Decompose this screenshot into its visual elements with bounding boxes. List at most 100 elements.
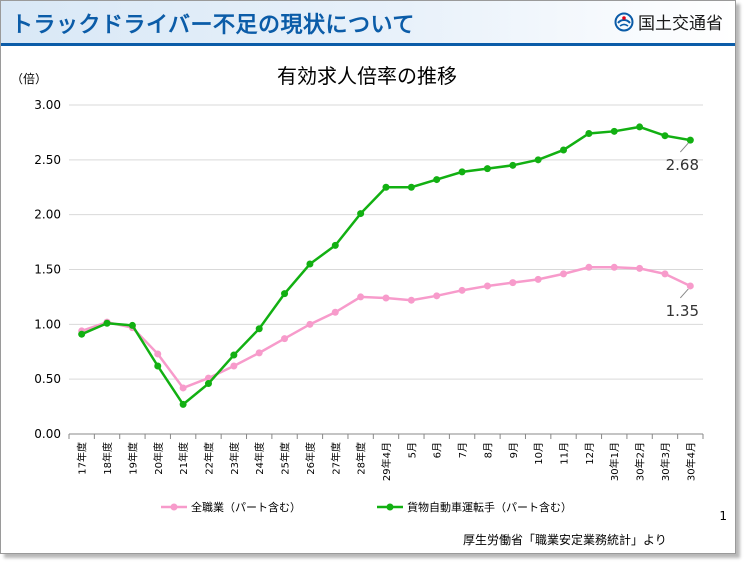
data-point	[255, 325, 263, 333]
x-tick-label: 23年度	[228, 442, 241, 475]
data-point	[483, 282, 491, 290]
slide-title: トラックドライバー不足の現状について	[11, 13, 415, 38]
y-tick-label: 0.00	[34, 427, 61, 441]
x-tick-label: 9月	[508, 442, 520, 458]
data-point	[382, 183, 390, 191]
source-note: 厚生労働省「職業安定業務統計」より	[463, 533, 667, 547]
data-point	[407, 296, 415, 304]
annotation-label: 2.68	[666, 156, 699, 174]
legend: 全職業（パート含む） 貨物自動車運転手（パート含む）	[161, 500, 572, 514]
x-tick-label: 17年度	[76, 442, 89, 475]
line-chart: 有効求人倍率の推移 （倍） 0.00 0.50 1.00 1.50 2.00 2.50 3.…	[11, 64, 704, 514]
data-point	[686, 136, 694, 144]
series-line-2	[81, 125, 691, 407]
data-point	[306, 320, 314, 328]
y-axis-label: （倍）	[11, 71, 47, 86]
x-tick-label: 26年度	[304, 442, 317, 475]
y-tick-label: 2.50	[34, 153, 61, 167]
data-point	[458, 286, 466, 294]
x-tick-label: 18年度	[101, 442, 114, 475]
legend-swatch-marker	[170, 503, 178, 511]
data-point	[636, 123, 644, 131]
x-tick-label: 8月	[482, 442, 494, 458]
x-tick-label: 27年度	[329, 442, 342, 475]
x-tick-labels: 17年度 18年度 19年度 20年度 21年度 22年度 23年度 24年度 25年度 26年度…	[68, 434, 704, 481]
x-tick-label: 5月	[406, 442, 418, 458]
data-point	[509, 279, 517, 287]
data-point	[281, 335, 289, 343]
annotation-leader	[679, 142, 689, 153]
data-point	[382, 294, 390, 302]
x-tick-label: 10月	[533, 442, 545, 465]
x-tick-label: 30年4月	[684, 442, 697, 481]
legend-label: 全職業（パート含む）	[191, 500, 301, 514]
data-point	[179, 384, 187, 392]
chart-title: 有効求人倍率の推移	[277, 64, 457, 88]
x-tick-label: 6月	[432, 442, 444, 458]
y-tick-label: 1.50	[34, 263, 61, 277]
data-point	[179, 400, 187, 408]
data-point	[636, 264, 644, 272]
data-point	[306, 260, 314, 268]
annotation-leader	[679, 288, 689, 299]
x-tick-label: 30年1月	[608, 442, 621, 481]
data-point	[458, 168, 466, 176]
y-tick-label: 1.00	[34, 317, 61, 331]
x-tick-label: 21年度	[177, 442, 190, 475]
y-tick-labels: 0.00 0.50 1.00 1.50 2.00 2.50 3.00	[34, 98, 61, 441]
end-value-annotations: 2.68 1.35	[666, 142, 699, 320]
data-point	[585, 130, 593, 138]
x-tick-label: 30年2月	[634, 442, 647, 481]
data-point	[407, 183, 415, 191]
data-point	[230, 351, 238, 359]
data-point	[204, 380, 212, 388]
data-point	[331, 241, 339, 249]
data-point	[534, 275, 542, 283]
x-tick-label: 29年4月	[380, 442, 393, 481]
header-underline	[1, 43, 735, 46]
data-point	[433, 292, 441, 300]
slide: トラックドライバー不足の現状について 国土交通省 有効求人倍率の推移 （倍） 0…	[0, 0, 736, 554]
data-point	[357, 293, 365, 301]
x-tick-label: 19年度	[126, 442, 139, 475]
data-point	[230, 362, 238, 370]
data-point	[331, 308, 339, 316]
data-point	[154, 362, 162, 370]
y-tick-label: 2.00	[34, 208, 61, 222]
data-point	[154, 350, 162, 358]
x-tick-label: 25年度	[279, 442, 292, 475]
x-tick-label: 22年度	[202, 442, 215, 475]
data-point	[78, 330, 86, 338]
data-point	[610, 127, 618, 135]
data-point	[509, 161, 517, 169]
header-bar	[1, 1, 735, 45]
data-point	[686, 282, 694, 290]
data-point	[103, 319, 111, 327]
data-point	[661, 132, 669, 140]
data-point	[433, 176, 441, 184]
x-tick-label: 24年度	[253, 442, 266, 475]
x-tick-label: 12月	[584, 442, 596, 465]
legend-swatch-marker	[386, 503, 394, 511]
x-tick-label: 7月	[457, 442, 469, 458]
data-point	[357, 210, 365, 218]
mlit-emblem-icon	[614, 12, 634, 31]
y-tick-label: 0.50	[34, 372, 61, 386]
y-tick-label: 3.00	[34, 98, 61, 112]
x-tick-label: 11月	[559, 442, 571, 465]
data-point	[128, 321, 136, 329]
x-tick-label: 20年度	[152, 442, 165, 475]
org-name: 国土交通省	[638, 14, 723, 34]
page-number: 1	[719, 509, 727, 523]
data-point	[560, 146, 568, 154]
x-tick-label: 30年3月	[659, 442, 672, 481]
legend-label: 貨物自動車運転手（パート含む）	[407, 500, 572, 514]
data-point	[483, 165, 491, 173]
data-point	[661, 270, 669, 278]
x-tick-label: 28年度	[355, 442, 368, 475]
annotation-label: 1.35	[666, 302, 699, 320]
data-point	[281, 290, 289, 298]
series-lines	[78, 123, 694, 408]
data-point	[534, 156, 542, 164]
data-point	[255, 349, 263, 357]
